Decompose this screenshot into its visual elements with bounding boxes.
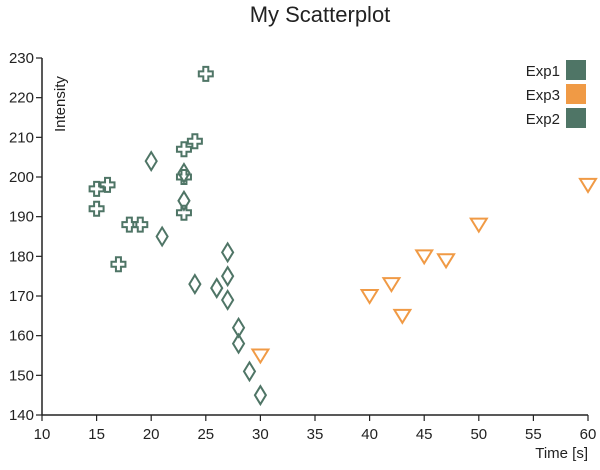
data-point bbox=[110, 256, 127, 273]
y-tick-label: 170 bbox=[9, 288, 34, 305]
data-point bbox=[132, 216, 149, 233]
data-point bbox=[99, 176, 116, 193]
legend-swatch bbox=[566, 108, 586, 128]
data-point bbox=[220, 241, 235, 264]
series-exp1 bbox=[88, 65, 214, 273]
data-point bbox=[188, 273, 202, 296]
data-point bbox=[392, 308, 413, 325]
y-tick-label: 230 bbox=[9, 50, 34, 67]
y-tick-label: 200 bbox=[9, 169, 34, 186]
data-point bbox=[177, 162, 191, 184]
data-point bbox=[210, 277, 224, 299]
x-tick-label: 30 bbox=[252, 426, 269, 443]
data-point bbox=[242, 360, 257, 383]
data-point bbox=[231, 332, 246, 355]
legend-label: Exp2 bbox=[526, 111, 560, 128]
data-point bbox=[88, 200, 105, 217]
data-point bbox=[414, 249, 434, 266]
series-exp2 bbox=[144, 150, 268, 407]
y-tick-label: 140 bbox=[9, 407, 34, 424]
data-point bbox=[186, 133, 203, 150]
data-point bbox=[121, 216, 138, 233]
x-tick-label: 40 bbox=[361, 426, 378, 443]
series-exp3 bbox=[250, 177, 598, 365]
x-tick-label: 35 bbox=[307, 426, 324, 443]
x-tick-label: 10 bbox=[34, 426, 51, 443]
x-tick-label: 55 bbox=[525, 426, 542, 443]
data-point bbox=[469, 217, 489, 234]
data-points bbox=[88, 65, 598, 407]
legend-label: Exp1 bbox=[526, 63, 560, 80]
data-point bbox=[231, 316, 246, 339]
x-tick-label: 20 bbox=[143, 426, 160, 443]
y-axis-label: Intensity bbox=[52, 76, 69, 132]
y-tick-label: 220 bbox=[9, 90, 34, 107]
legend-label: Exp3 bbox=[526, 87, 560, 104]
x-tick-label: 45 bbox=[416, 426, 433, 443]
data-point bbox=[175, 169, 192, 185]
chart-title: My Scatterplot bbox=[250, 2, 391, 27]
x-tick-label: 50 bbox=[470, 426, 487, 443]
data-point bbox=[253, 384, 268, 407]
y-tick-label: 210 bbox=[9, 129, 34, 146]
x-tick-label: 25 bbox=[197, 426, 214, 443]
data-point bbox=[220, 289, 235, 311]
legend: Exp1 Exp3 Exp2 bbox=[526, 60, 586, 128]
data-point bbox=[381, 277, 402, 294]
data-point bbox=[220, 265, 235, 288]
y-tick-label: 180 bbox=[9, 248, 34, 265]
data-point bbox=[155, 225, 169, 248]
data-point bbox=[177, 189, 191, 212]
y-tick-label: 160 bbox=[9, 328, 34, 345]
x-tick-label: 60 bbox=[580, 426, 597, 443]
legend-swatch bbox=[566, 60, 586, 80]
data-point bbox=[144, 150, 158, 173]
data-point bbox=[175, 204, 192, 221]
x-axis-label: Time [s] bbox=[535, 445, 588, 462]
y-tick-label: 150 bbox=[9, 367, 34, 384]
data-point bbox=[88, 180, 105, 197]
axes: 10 15 20 25 30 35 40 45 50 55 60 140 150 160 170 180 190… bbox=[9, 50, 596, 443]
data-point bbox=[436, 253, 456, 270]
data-point bbox=[197, 65, 214, 82]
data-point bbox=[359, 289, 380, 305]
data-point bbox=[175, 141, 192, 158]
data-point bbox=[250, 348, 271, 365]
data-point bbox=[578, 177, 598, 194]
legend-swatch bbox=[566, 84, 586, 104]
y-tick-label: 190 bbox=[9, 209, 34, 226]
x-tick-label: 15 bbox=[88, 426, 105, 443]
